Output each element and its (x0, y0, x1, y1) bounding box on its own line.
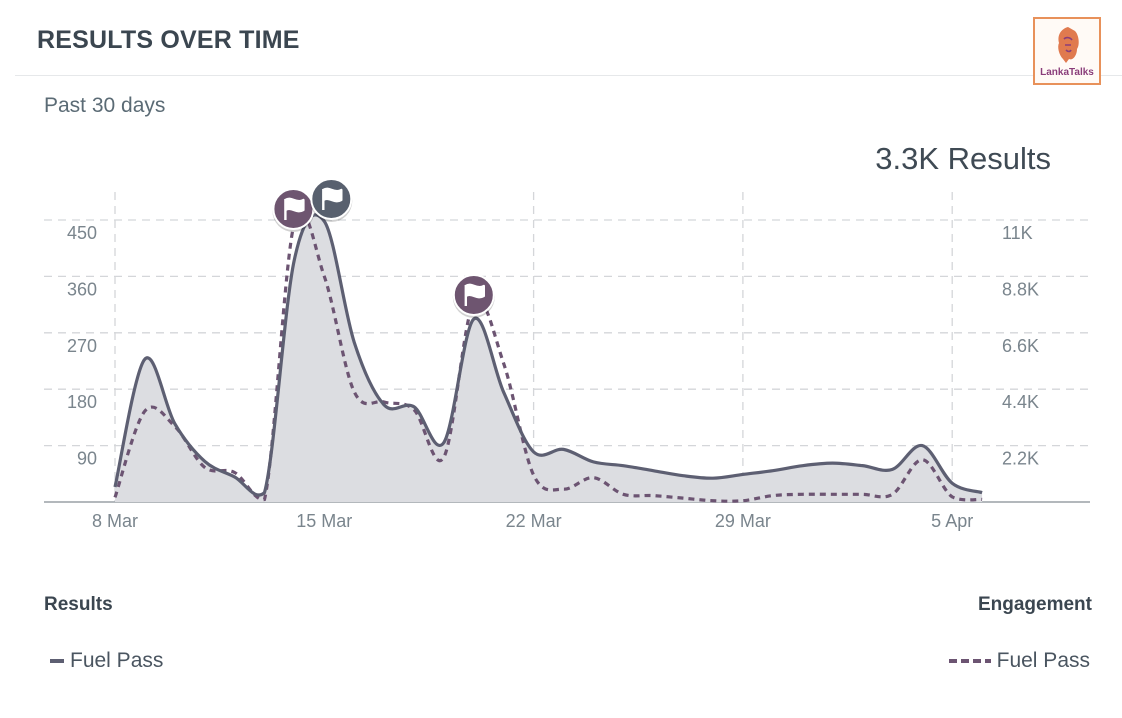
dashed-line-swatch (948, 659, 991, 663)
flag-annotation-second-peak (452, 274, 495, 318)
x-tick-label: 29 Mar (715, 511, 771, 531)
x-tick-label: 22 Mar (506, 511, 562, 531)
legend-item-engagement-label: Fuel Pass (996, 649, 1090, 672)
y-tick-label-right: 2.2K (1002, 449, 1039, 469)
brand-logo: LankaTalks (1033, 17, 1101, 85)
flag-icon (464, 283, 485, 306)
engagement-series-line (113, 209, 983, 503)
page-title: RESULTS OVER TIME (37, 26, 300, 54)
legend-item-results-label: Fuel Pass (70, 649, 164, 672)
y-tick-label-right: 4.4K (1002, 392, 1039, 412)
y-tick-label-left: 90 (77, 449, 97, 469)
solid-line-swatch (50, 659, 64, 663)
y-tick-label-left: 360 (67, 279, 97, 299)
results-series-line (113, 213, 983, 497)
y-tick-label-left: 180 (67, 392, 97, 412)
legend-title-results: Results (44, 594, 113, 615)
date-range: Past 30 days (44, 94, 166, 117)
x-tick-label: 5 Apr (931, 511, 973, 531)
flag-annotation-engagement-peak (272, 188, 315, 232)
results-total: 3.3K Results (875, 141, 1051, 176)
title-divider (15, 75, 1122, 76)
legend-item-results[interactable]: Fuel Pass (50, 649, 163, 673)
y-tick-label-right: 8.8K (1002, 279, 1039, 299)
flag-icon (322, 187, 343, 210)
results-area-fill (115, 214, 983, 503)
x-tick-label: 8 Mar (92, 511, 138, 531)
lion-icon (1058, 27, 1079, 63)
y-tick-label-left: 450 (67, 223, 97, 243)
y-tick-label-right: 11K (1002, 223, 1033, 243)
y-tick-label-left: 270 (67, 336, 97, 356)
legend-item-engagement[interactable]: Fuel Pass (948, 649, 1090, 673)
logo-text: LankaTalks (1040, 67, 1094, 78)
legend-title-engagement: Engagement (977, 594, 1092, 615)
flag-annotation-results-peak (310, 178, 353, 222)
y-tick-label-right: 6.6K (1002, 336, 1039, 356)
x-tick-label: 15 Mar (296, 511, 352, 531)
flag-icon (284, 197, 305, 220)
